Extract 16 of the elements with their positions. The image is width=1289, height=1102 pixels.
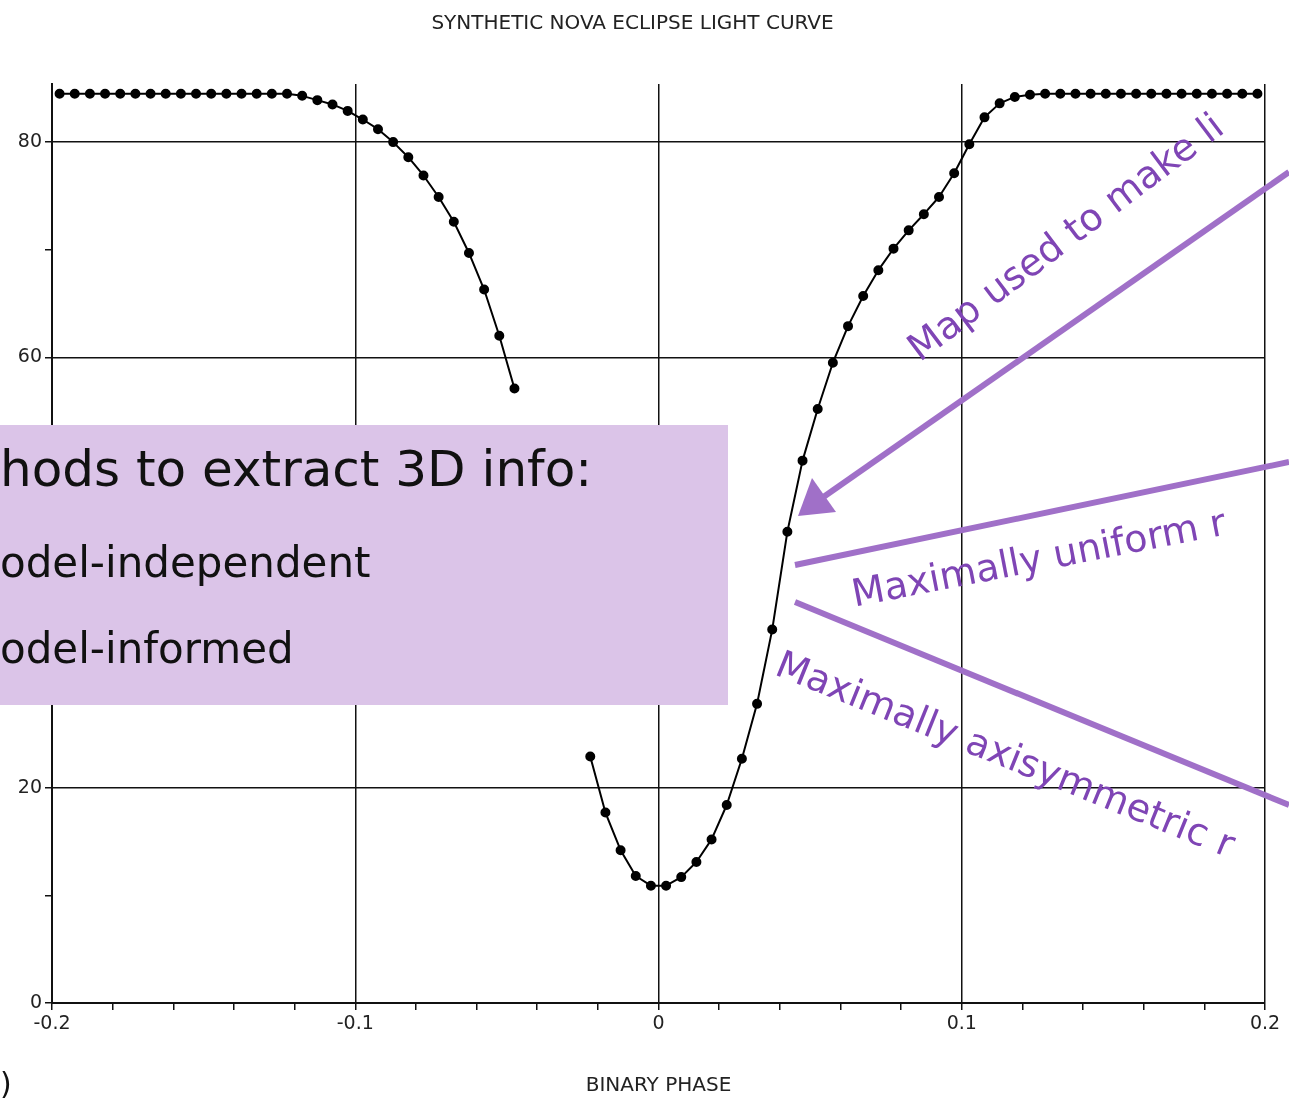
- x-tick-label: 0: [652, 1011, 665, 1034]
- y-tick-label: 0: [29, 989, 42, 1012]
- chart-title: SYNTHETIC NOVA ECLIPSE LIGHT CURVE: [431, 10, 834, 35]
- x-tick-label: 0.1: [946, 1011, 977, 1034]
- x-tick-label: -0.2: [33, 1011, 71, 1034]
- x-tick-label: -0.1: [336, 1011, 374, 1034]
- text: ): [0, 1066, 12, 1101]
- y-tick-label: 60: [17, 344, 42, 367]
- x-tick-label: 0.2: [1249, 1011, 1281, 1034]
- annotation: Maximally uniform r: [847, 499, 1230, 616]
- annotation: odel-independent: [0, 538, 371, 587]
- x-axis-title: BINARY PHASE: [585, 1072, 732, 1097]
- y-tick-label: 20: [17, 774, 42, 797]
- annotation: odel-informed: [0, 624, 294, 673]
- annotation: hods to extract 3D info:: [0, 440, 593, 498]
- y-tick-label: 80: [17, 129, 42, 152]
